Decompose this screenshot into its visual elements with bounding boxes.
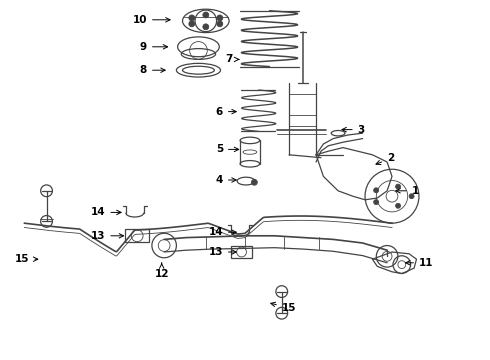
Circle shape (203, 12, 209, 18)
Circle shape (189, 21, 195, 27)
Text: 3: 3 (342, 125, 365, 135)
Text: 1: 1 (396, 186, 419, 196)
Text: 13: 13 (208, 247, 236, 257)
Text: 5: 5 (216, 144, 239, 154)
Text: 9: 9 (140, 42, 168, 52)
Text: 6: 6 (216, 107, 236, 117)
Text: 12: 12 (154, 263, 169, 279)
Circle shape (251, 179, 257, 185)
Text: 14: 14 (91, 207, 121, 217)
Text: 15: 15 (271, 302, 296, 313)
Text: 4: 4 (216, 175, 236, 185)
Text: 8: 8 (140, 65, 165, 75)
Text: 2: 2 (376, 153, 394, 165)
Bar (125, 229, 149, 242)
Circle shape (217, 15, 223, 21)
Text: 10: 10 (132, 15, 170, 25)
Text: 11: 11 (406, 258, 434, 268)
Circle shape (374, 200, 379, 204)
Bar (231, 246, 252, 258)
Text: 7: 7 (225, 54, 239, 64)
Circle shape (395, 203, 400, 208)
Text: 13: 13 (91, 231, 123, 241)
Circle shape (189, 15, 195, 21)
Circle shape (203, 24, 209, 30)
Circle shape (374, 188, 379, 193)
Circle shape (409, 194, 414, 199)
Text: 15: 15 (15, 254, 38, 264)
Circle shape (217, 21, 223, 27)
Circle shape (395, 184, 400, 189)
Text: 14: 14 (208, 227, 236, 237)
